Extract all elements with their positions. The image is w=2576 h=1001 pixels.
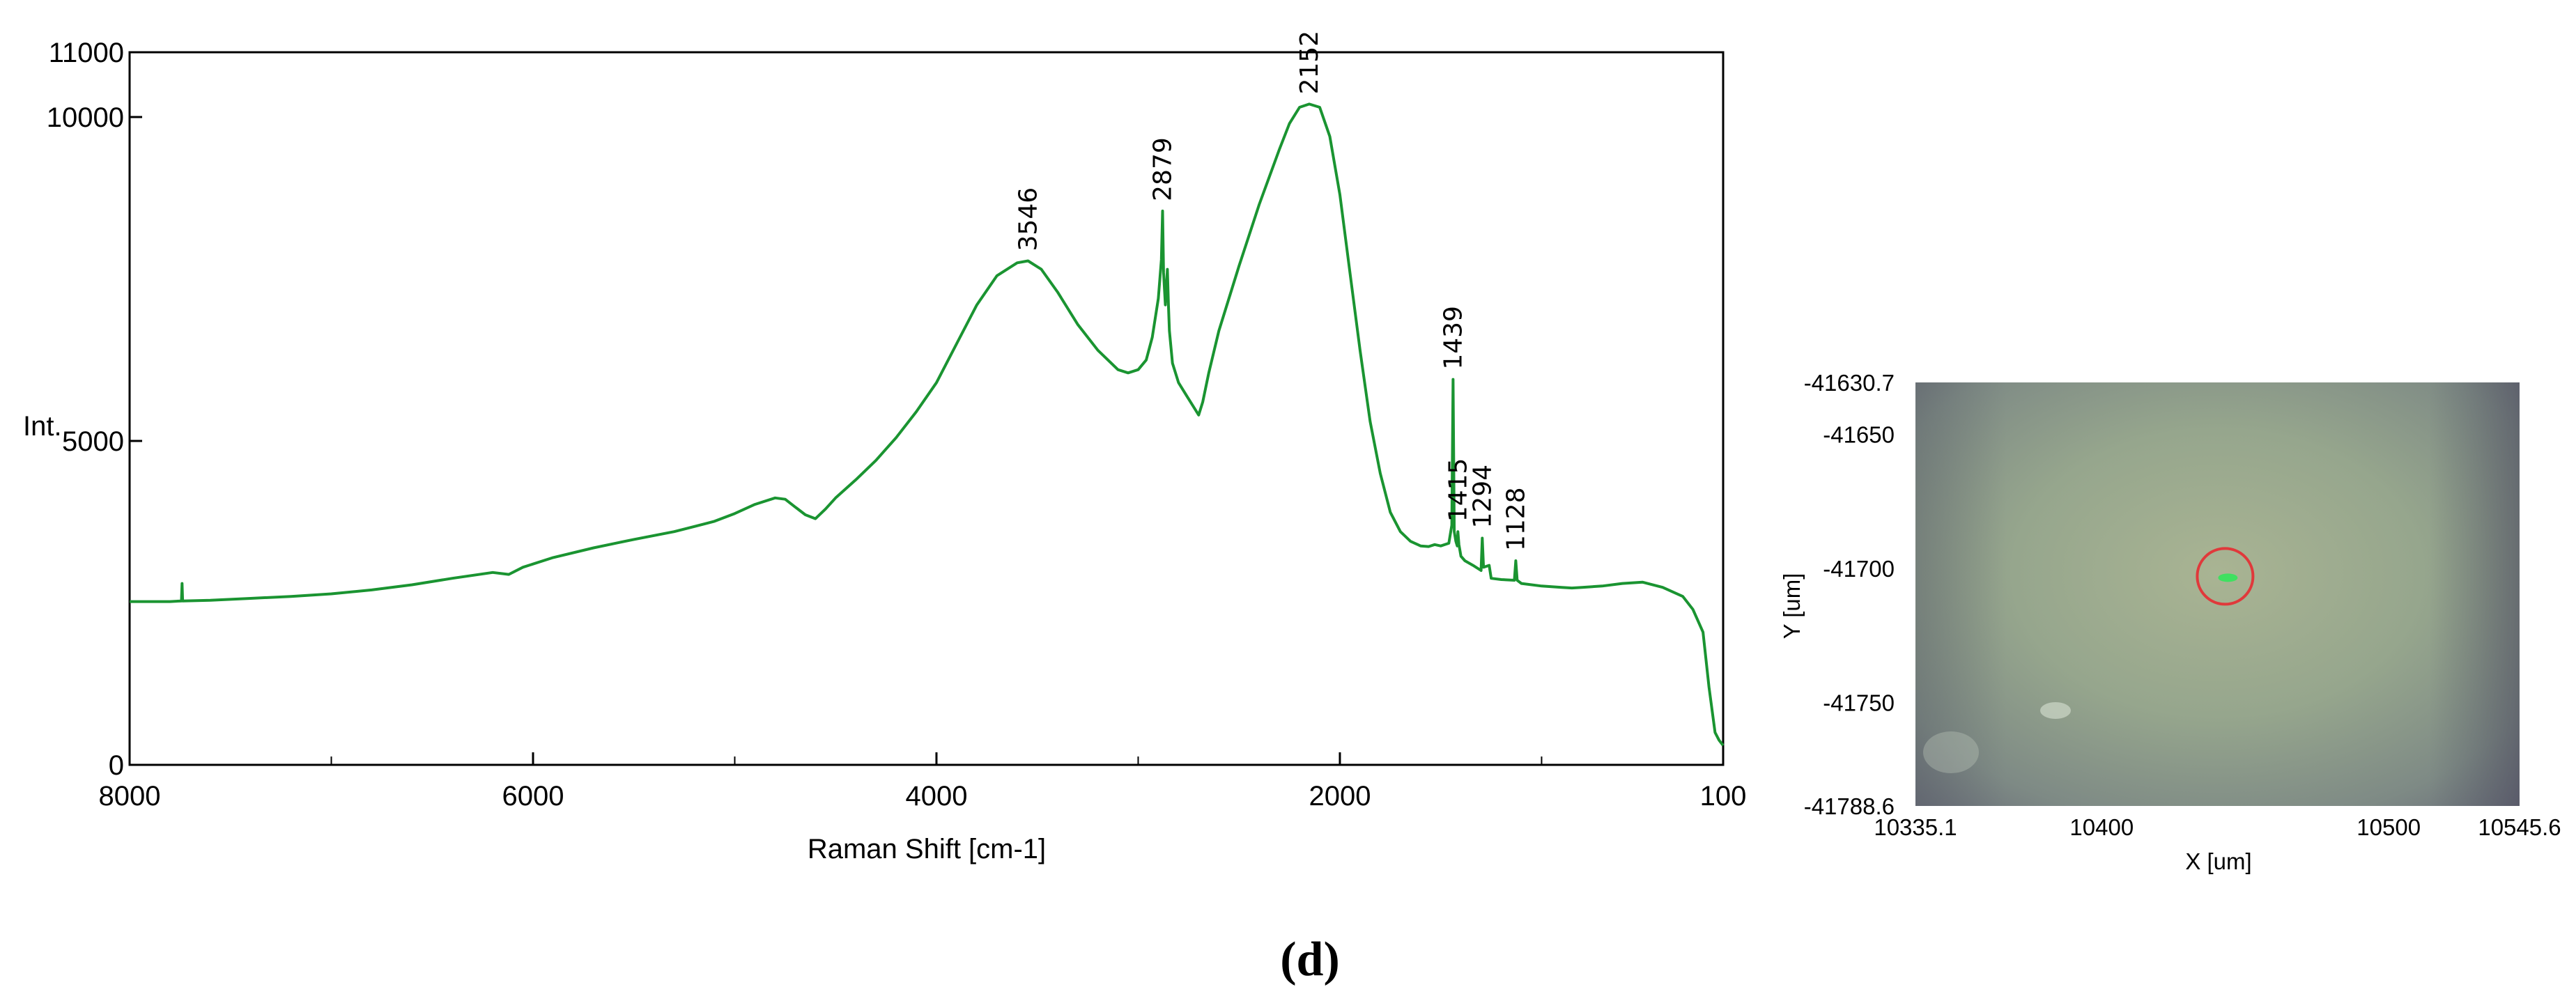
sample-spot	[1923, 731, 1979, 773]
peak-label: 1439	[1439, 306, 1467, 370]
peak-label: 1294	[1468, 465, 1497, 529]
y-axis-label: Int.	[23, 411, 62, 442]
x-axis-ticks: 8000 6000 4000 2000 100	[99, 752, 1747, 812]
laser-spot	[2218, 573, 2238, 582]
micrograph-y-tick-label: -41700	[1823, 556, 1895, 582]
y-tick-label: 11000	[49, 38, 124, 68]
micrograph-x-tick-label: 10400	[2069, 814, 2134, 840]
micrograph-y-ticks: -41630.7 -41650 -41700 -41750 -41788.6	[1804, 370, 1895, 819]
micrograph-x-tick-label: 10500	[2357, 814, 2421, 840]
peak-label: 2879	[1148, 137, 1177, 201]
x-tick-label: 100	[1700, 781, 1747, 812]
micrograph-y-label: Y [um]	[1779, 573, 1805, 639]
peak-label: 3546	[1014, 187, 1042, 251]
x-tick-label: 2000	[1309, 781, 1371, 812]
raman-spectrum-chart: 8000 6000 4000 2000 100 0 5000 10000 11000 3546…	[23, 31, 1746, 864]
micrograph-y-tick-label: -41750	[1823, 690, 1895, 715]
micrograph-y-tick-label: -41630.7	[1804, 370, 1895, 396]
peak-label: 2152	[1295, 31, 1324, 95]
marker-circle	[2196, 547, 2255, 606]
micrograph-x-tick-label: 10335.1	[1874, 814, 1957, 840]
micrograph-x-tick-label: 10545.6	[2478, 814, 2561, 840]
peak-label: 1415	[1444, 458, 1472, 522]
panel-label: (d)	[1280, 933, 1340, 986]
micrograph-vignette	[1915, 382, 2520, 806]
y-tick-label: 5000	[62, 426, 124, 457]
x-tick-label: 8000	[99, 781, 161, 812]
x-tick-label: 6000	[502, 781, 564, 812]
y-axis-ticks: 0 5000 10000 11000	[47, 38, 142, 781]
sample-micrograph: 10335.1 10400 10500 10545.6 -41630.7-41650-…	[1779, 370, 2561, 874]
micrograph-x-ticks: 10335.1 10400 10500 10545.6	[1874, 814, 2561, 840]
sample-spot	[2040, 702, 2071, 719]
x-axis-label: Raman Shift [cm-1]	[808, 834, 1046, 864]
micrograph-x-label: X [um]	[2185, 848, 2251, 874]
measurement-point-marker	[2196, 547, 2255, 606]
y-tick-label: 10000	[47, 102, 124, 133]
y-tick-label: 0	[109, 750, 124, 781]
micrograph-y-tick-label: -41788.6	[1804, 793, 1895, 819]
micrograph-y-tick-label: -41650	[1823, 421, 1895, 447]
plot-area	[128, 51, 1725, 766]
x-tick-label: 4000	[905, 781, 967, 812]
peak-label: 1128	[1502, 487, 1530, 551]
spectrum-line	[130, 102, 1725, 747]
